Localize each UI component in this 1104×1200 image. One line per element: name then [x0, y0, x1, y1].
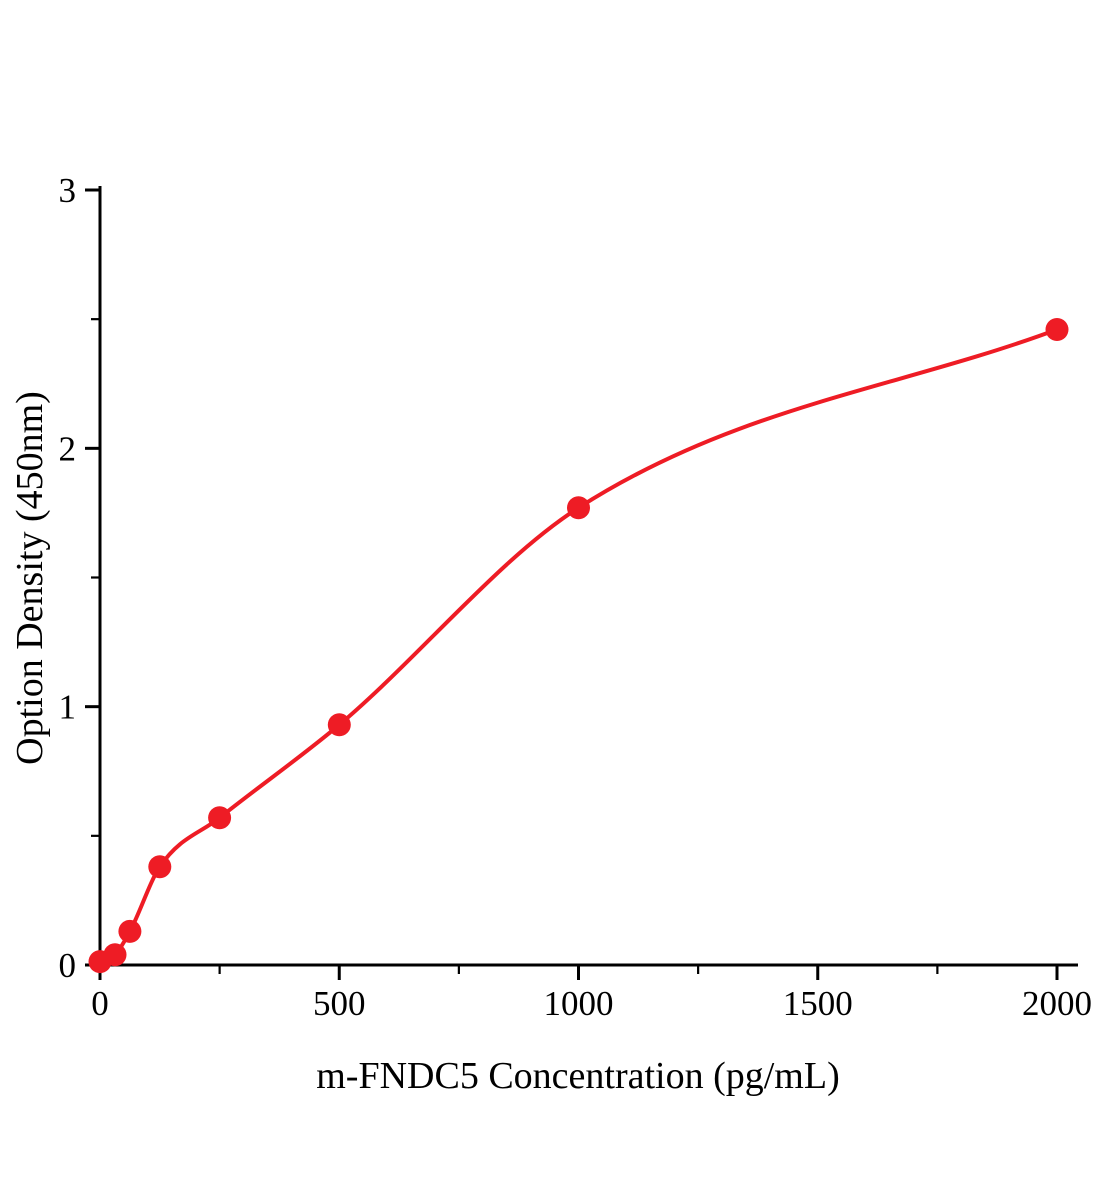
x-tick-label: 1000 — [544, 984, 614, 1023]
y-tick-label: 2 — [59, 429, 77, 468]
data-point — [148, 855, 172, 879]
tick-marks — [85, 188, 1059, 980]
y-axis-title: Option Density (450nm) — [9, 391, 51, 765]
x-tick-label: 1500 — [783, 984, 853, 1023]
data-point — [567, 496, 590, 520]
y-tick-label: 3 — [59, 171, 77, 210]
y-tick-label: 0 — [59, 946, 77, 985]
data-point — [1045, 318, 1069, 341]
y-tick-label: 1 — [59, 688, 77, 727]
tick-labels: 0 500 1000 1500 2000 0 1 2 3 — [59, 171, 1093, 1023]
x-tick-label: 500 — [313, 984, 366, 1023]
data-point — [103, 943, 127, 967]
data-point — [208, 806, 232, 830]
x-tick-label: 2000 — [1022, 984, 1092, 1023]
data-point — [118, 919, 142, 943]
data-point — [327, 713, 351, 737]
axes — [98, 186, 1078, 967]
x-tick-label: 0 — [91, 984, 109, 1023]
data-points-group — [88, 318, 1069, 974]
x-axis-title: m-FNDC5 Concentration (pg/mL) — [316, 1055, 839, 1097]
fit-curve — [98, 327, 1059, 964]
fit-curve-group — [98, 327, 1059, 964]
